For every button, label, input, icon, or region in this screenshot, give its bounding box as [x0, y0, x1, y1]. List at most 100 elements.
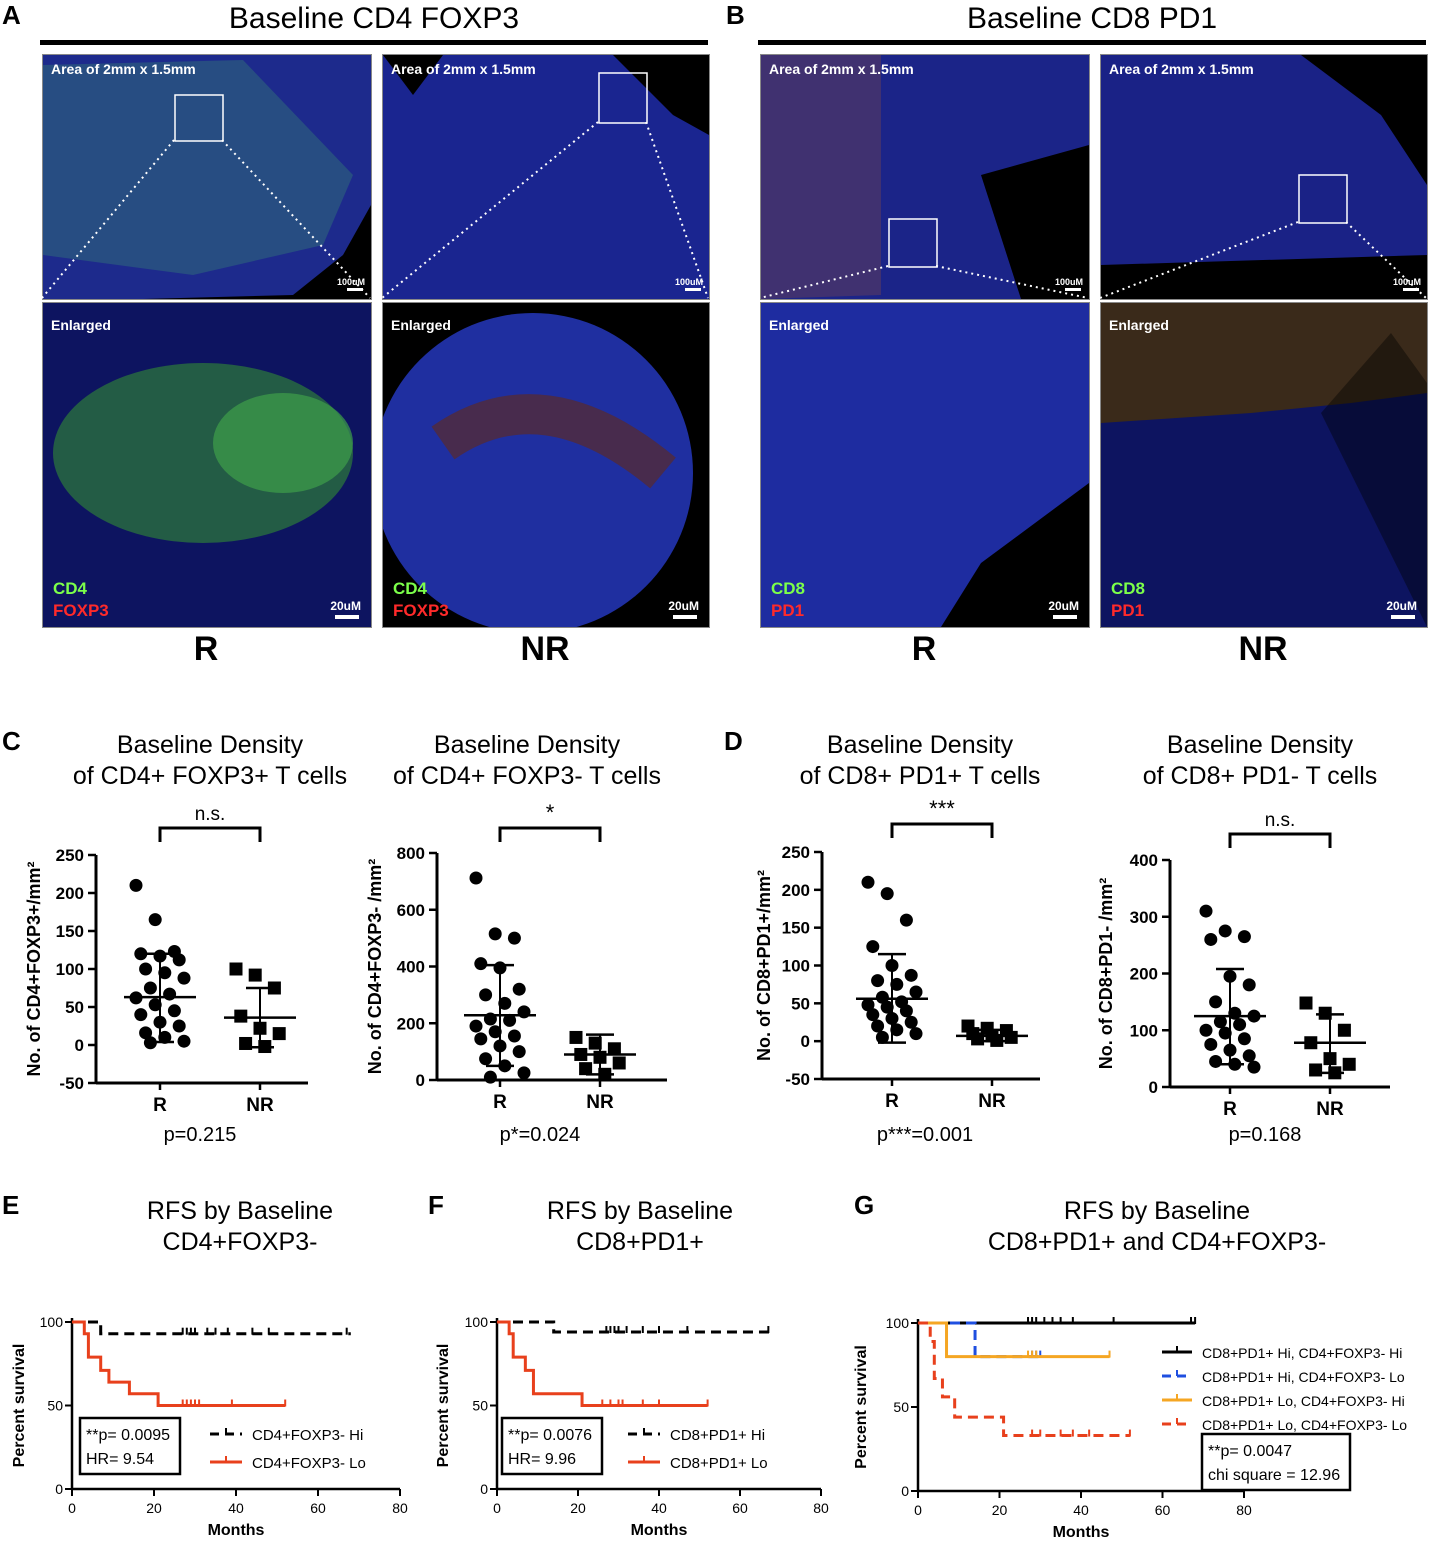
x-axis-label: Months [631, 1522, 688, 1539]
title-line-1: Baseline Density [1166, 731, 1354, 759]
x-tick-label: R [885, 1091, 899, 1112]
data-point-r [1242, 1049, 1256, 1063]
data-point-nr [1299, 996, 1313, 1010]
data-point-r [880, 1000, 894, 1014]
enlarged-image-b-r [761, 303, 1089, 627]
x-tick-label: 40 [1073, 1502, 1089, 1518]
y-tick-label: 250 [782, 843, 810, 862]
data-point-r [143, 981, 157, 995]
chart-f: 0 50 100 0 20 40 60 80 Months Percent survival **p… [435, 1314, 829, 1539]
stats-second-line: HR= 9.54 [86, 1451, 154, 1468]
area-label: Area of 2mm x 1.5mm [391, 61, 536, 77]
data-point-r [1199, 1023, 1213, 1037]
chart-d2-title: Baseline Density of CD8+ PD1- T cells [1090, 730, 1430, 792]
pvalue-d2: p=0.168 [1228, 1124, 1302, 1146]
data-point-r [861, 998, 875, 1012]
data-point-r [177, 1034, 191, 1048]
x-axis-label: Months [208, 1522, 265, 1539]
data-point-r [1218, 924, 1232, 938]
scale-label: 100uM [1054, 277, 1083, 287]
data-point-r [871, 1019, 885, 1033]
panel-letter-b: B [726, 0, 745, 30]
y-tick-label: 250 [56, 846, 84, 865]
legend-label: CD8+PD1+ Lo, CD4+FOXP3- Hi [1202, 1393, 1405, 1409]
group-label-b-r: R [911, 630, 937, 668]
scale-bar [335, 615, 359, 619]
tissue-image-b-r [761, 55, 1089, 299]
significance-label: * [546, 800, 555, 825]
scale-label: 20uM [1048, 599, 1079, 613]
micro-b-nr-enlarged: Enlarged CD8 PD1 20uM [1100, 302, 1428, 628]
significance-label: n.s. [1265, 810, 1296, 831]
y-tick-label: 0 [901, 1483, 909, 1499]
marker-foxp3-label: FOXP3 [393, 601, 449, 620]
micro-b-nr-overview: Area of 2mm x 1.5mm 100uM [1100, 54, 1428, 300]
y-tick-label: 50 [791, 994, 810, 1013]
title-line-2: CD4+FOXP3- [162, 1228, 318, 1256]
panel-letter-e: E [2, 1190, 20, 1220]
x-tick-label: 40 [228, 1500, 244, 1516]
survival-curve [72, 1320, 286, 1407]
y-tick-label: 600 [397, 901, 425, 920]
data-point-r [158, 1030, 172, 1044]
enlarged-label: Enlarged [51, 317, 111, 333]
significance-bracket [1228, 832, 1332, 848]
y-tick-label: 0 [75, 1036, 84, 1055]
enlarged-label: Enlarged [769, 317, 829, 333]
y-tick-label: 400 [397, 958, 425, 977]
x-tick-label: 80 [813, 1500, 829, 1516]
group-label-a-nr: NR [520, 630, 570, 668]
marker-foxp3-label: FOXP3 [53, 601, 109, 620]
tissue-image-b-nr [1101, 55, 1427, 299]
data-point-r [469, 871, 483, 885]
x-tick-label: 0 [68, 1500, 76, 1516]
x-tick-label: R [493, 1092, 507, 1113]
y-tick-label: 50 [893, 1399, 909, 1415]
panel-letter-d: D [724, 726, 743, 756]
data-point-nr [1342, 1057, 1356, 1071]
x-tick-label: R [1223, 1099, 1237, 1120]
chart-e-title: RFS by Baseline CD4+FOXP3- [60, 1196, 420, 1258]
marker-cd4-label: CD4 [53, 579, 88, 598]
y-tick-label: -50 [59, 1074, 84, 1093]
y-axis-label: Percent survival [853, 1345, 870, 1469]
y-tick-label: 50 [472, 1398, 488, 1414]
x-tick-label: 40 [651, 1500, 667, 1516]
x-tick-label: 60 [1155, 1502, 1171, 1518]
panel-b-title-bar [758, 40, 1426, 45]
marker-pd1-label: PD1 [1111, 601, 1145, 620]
y-tick-label: 800 [397, 844, 425, 863]
enlarged-image-a-r [43, 303, 371, 627]
survival-curve [72, 1320, 351, 1336]
survival-curve [918, 1321, 1045, 1359]
x-tick-label: 20 [570, 1500, 586, 1516]
title-line-2: of CD8+ PD1+ T cells [799, 762, 1041, 790]
y-axis-label: No. of CD8+PD1+/mm² [754, 870, 774, 1061]
legend-label: CD4+FOXP3- Hi [252, 1427, 363, 1444]
scale-label: 100uM [1392, 277, 1421, 287]
scale-bar [673, 615, 697, 619]
data-point-r [498, 996, 512, 1010]
chart-c1-title: Baseline Density of CD4+ FOXP3+ T cells [20, 730, 400, 792]
marker-pd1-label: PD1 [771, 601, 805, 620]
x-tick-label: NR [246, 1095, 274, 1116]
panel-letter-g: G [854, 1190, 875, 1220]
scale-bar [1065, 288, 1081, 291]
data-point-r [899, 1004, 913, 1018]
title-line-1: RFS by Baseline [1063, 1197, 1251, 1225]
x-tick-label: 80 [392, 1500, 408, 1516]
data-point-r [909, 985, 923, 999]
data-point-nr [1004, 1030, 1018, 1044]
data-point-r [890, 977, 904, 991]
data-point-nr [588, 1036, 602, 1050]
y-tick-label: 100 [782, 957, 810, 976]
title-line-2: CD8+PD1+ [576, 1228, 704, 1256]
data-point-r [1213, 1015, 1227, 1029]
y-tick-label: 150 [56, 922, 84, 941]
data-point-nr [971, 1032, 985, 1046]
y-tick-label: 50 [65, 998, 84, 1017]
data-point-r [167, 1004, 181, 1018]
title-line-2: of CD4+ FOXP3- T cells [393, 762, 661, 790]
stats-pvalue: **p= 0.0095 [86, 1427, 170, 1444]
data-point-r [1218, 1026, 1232, 1040]
